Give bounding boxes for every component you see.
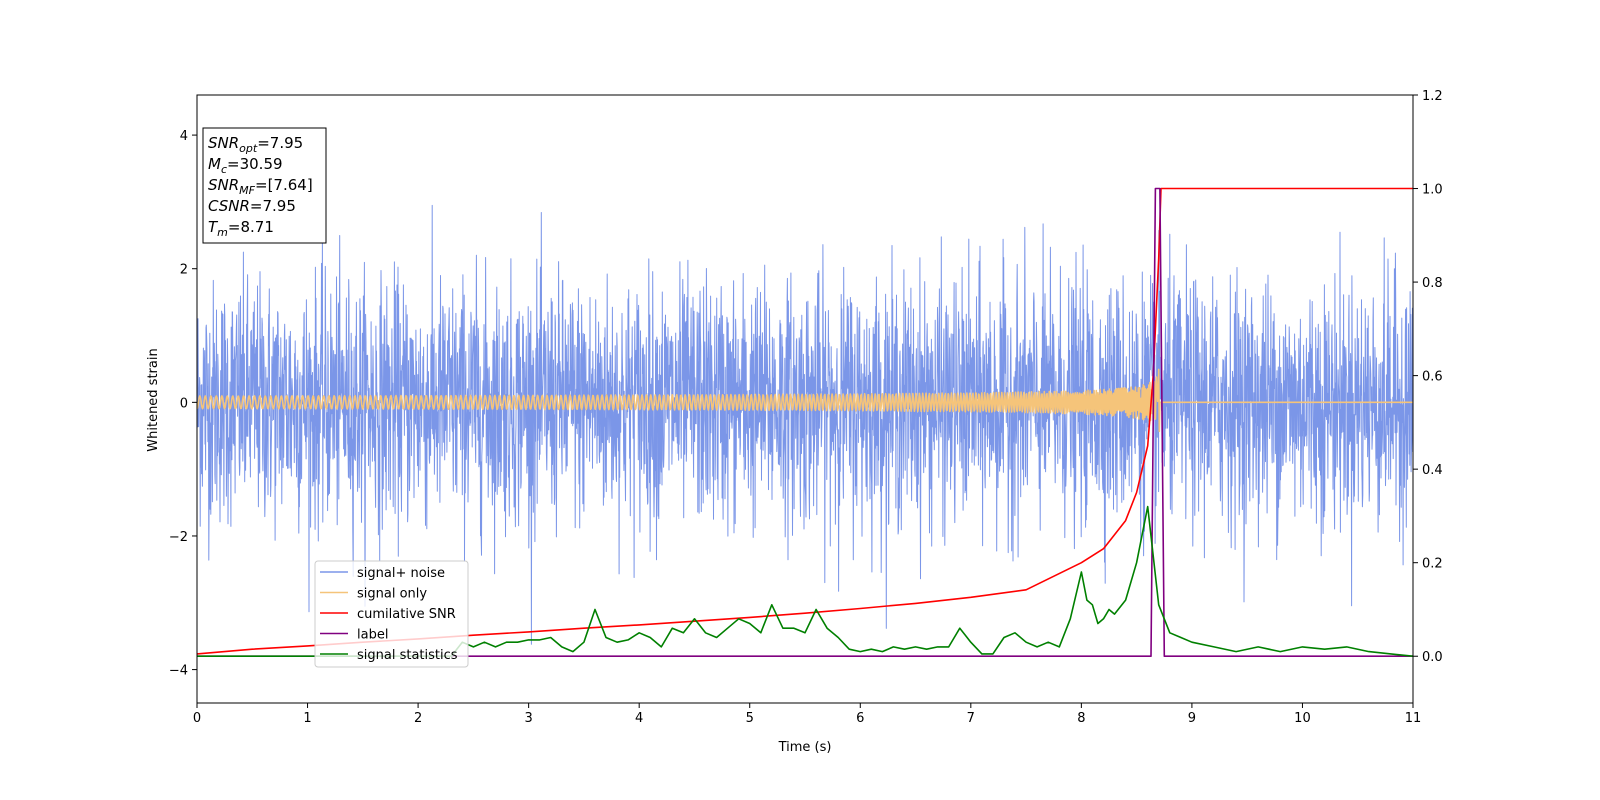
x-tick-label: 2 [414, 711, 422, 726]
left-tick-label: 2 [180, 263, 188, 278]
info-box: SNRopt=7.95Mc=30.59SNRMF=[7.64]CSNR=7.95… [202, 127, 327, 244]
info-row: Mc=30.59 [208, 155, 283, 176]
series-line-label [197, 187, 1413, 657]
right-tick-label: 0.4 [1422, 463, 1443, 478]
y-axis-title: Whitened strain [146, 348, 161, 451]
x-tick-label: 9 [1188, 711, 1196, 726]
x-tick-label: 6 [856, 711, 864, 726]
x-tick-label: 10 [1294, 711, 1311, 726]
x-axis: 0 1 2 3 4 5 6 7 8 9 10 11 [193, 703, 1421, 726]
x-tick-label: 1 [303, 711, 311, 726]
info-box-frame [202, 127, 327, 244]
legend-label: cumilative SNR [357, 607, 456, 622]
x-tick-label: 7 [967, 711, 975, 726]
series-line-signal-only [197, 368, 1413, 433]
left-tick-label: −4 [169, 664, 188, 679]
right-tick-label: 0.8 [1422, 276, 1443, 291]
x-tick-label: 5 [746, 711, 754, 726]
info-row: CSNR=7.95 [208, 197, 296, 215]
left-tick-label: −2 [169, 530, 188, 545]
legend-label: signal statistics [357, 648, 458, 663]
legend-frame [314, 560, 469, 668]
left-tick-label: 4 [180, 129, 188, 144]
right-tick-label: 0.2 [1422, 557, 1443, 572]
plot-frame [196, 94, 1414, 704]
right-tick-label: 0.6 [1422, 370, 1443, 385]
x-tick-label: 3 [524, 711, 532, 726]
info-row: SNRopt=7.95 [208, 134, 303, 155]
series-line-signal-noise [197, 204, 1413, 645]
right-tick-label: 0.0 [1422, 650, 1443, 665]
left-y-axis: −4 −2 0 2 4 [169, 129, 197, 679]
right-tick-label: 1.2 [1422, 89, 1443, 104]
info-row: SNRMF=[7.64] [208, 176, 313, 197]
legend: signal+ noise signal only cumilative SNR la… [314, 560, 469, 668]
legend-label: signal+ noise [357, 566, 445, 581]
x-tick-label: 0 [193, 711, 201, 726]
legend-label: signal only [357, 587, 427, 602]
x-tick-label: 11 [1405, 711, 1422, 726]
right-tick-label: 1.0 [1422, 183, 1443, 198]
left-tick-label: 0 [180, 396, 188, 411]
legend-label: label [357, 628, 388, 643]
right-y-axis: 0.0 0.2 0.4 0.6 0.8 1.0 1.2 [1413, 89, 1443, 665]
x-tick-label: 4 [635, 711, 643, 726]
x-tick-label: 8 [1077, 711, 1085, 726]
info-row: Tm=8.71 [208, 218, 274, 239]
series-line-signal-statistics [197, 505, 1413, 657]
x-axis-title: Time (s) [778, 740, 832, 755]
